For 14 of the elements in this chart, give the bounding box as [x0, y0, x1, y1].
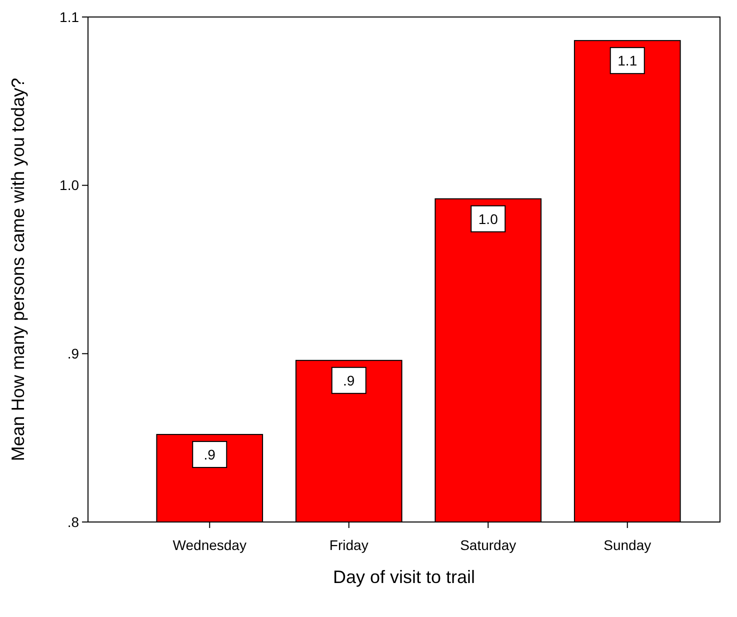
x-tick-label: Sunday	[604, 537, 652, 553]
y-tick-label: 1.0	[60, 177, 80, 194]
y-tick-label: 1.1	[60, 8, 80, 25]
data-label: 1.0	[478, 210, 498, 227]
x-tick-label: Saturday	[460, 537, 516, 553]
data-label: .9	[204, 446, 216, 462]
x-axis-title: Day of visit to trail	[332, 567, 476, 587]
y-axis-title: Mean How many persons came with you today?	[8, 78, 28, 462]
data-label: .9	[343, 372, 355, 388]
data-label: 1.1	[618, 52, 638, 69]
x-tick-label: Wednesday	[172, 537, 246, 553]
y-tick-label: .9	[67, 346, 80, 362]
x-tick-label: Friday	[329, 537, 368, 553]
y-tick-label: .8	[67, 514, 80, 530]
